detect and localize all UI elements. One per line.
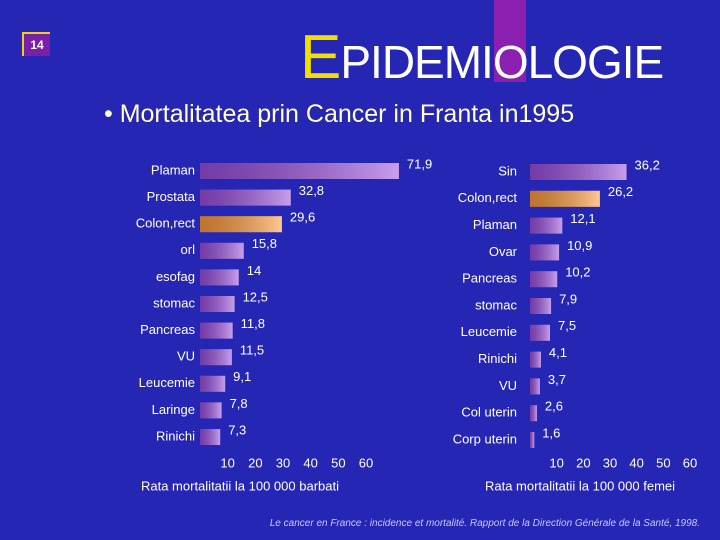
category-label: VU	[177, 349, 195, 364]
category-label: esofag	[156, 269, 195, 284]
bar-shade	[200, 402, 222, 419]
category-label: orl	[181, 242, 196, 257]
value-label: 7,9	[559, 291, 577, 306]
x-axis-label: Rata mortalitatii la 100 000 femei	[485, 478, 675, 493]
value-label: 36,2	[635, 157, 660, 172]
value-label: 12,1	[570, 211, 595, 226]
value-label: 15,8	[252, 236, 277, 251]
bar-shade	[200, 269, 239, 286]
bar-shade	[200, 429, 221, 445]
slide-number: 14	[22, 32, 50, 56]
category-label: Leucemie	[461, 324, 517, 339]
x-tick-label: 50	[656, 455, 670, 470]
bar-shade	[530, 298, 552, 314]
value-label: 1,6	[542, 425, 560, 440]
bar-shade	[200, 242, 244, 259]
title-decoration	[494, 0, 526, 82]
value-label: 71,9	[407, 156, 432, 171]
category-label: Rinichi	[478, 351, 517, 366]
x-axis-label: Rata mortalitatii la 100 000 barbati	[141, 478, 339, 493]
value-label: 9,1	[233, 369, 251, 384]
value-label: 11,5	[240, 343, 264, 358]
category-label: Colon,rect	[458, 190, 518, 205]
x-tick-label: 10	[220, 455, 234, 470]
bar-shade	[530, 217, 563, 234]
bar-shade	[200, 349, 232, 366]
x-tick-label: 10	[549, 455, 563, 470]
category-label: Plaman	[473, 217, 517, 232]
bar-shade	[200, 163, 399, 179]
x-tick-label: 30	[603, 455, 617, 470]
source-note: Le cancer en France : incidence et morta…	[269, 518, 700, 529]
bar-shade	[200, 296, 235, 312]
value-label: 32,8	[299, 183, 324, 198]
value-label: 4,1	[549, 345, 567, 360]
bullet-text: • Mortalitatea prin Cancer in Franta in1…	[104, 100, 575, 128]
value-label: 3,7	[548, 372, 566, 387]
x-tick-label: 60	[359, 455, 373, 470]
category-label: Prostata	[147, 189, 196, 204]
category-label: Laringe	[152, 402, 195, 417]
x-tick-label: 20	[576, 455, 590, 470]
x-tick-label: 40	[629, 455, 643, 470]
value-label: 11,8	[241, 316, 265, 331]
value-label: 7,3	[228, 422, 246, 437]
slide-title: EPIDEMIOLOGIE	[300, 23, 664, 92]
value-label: 14	[247, 263, 261, 278]
category-label: Rinichi	[156, 428, 195, 443]
value-label: 7,8	[230, 396, 248, 411]
x-tick-label: 60	[683, 455, 697, 470]
x-tick-label: 40	[303, 455, 317, 470]
bar-shade	[530, 164, 627, 180]
category-label: stomac	[153, 295, 195, 310]
bar-shade	[530, 190, 600, 207]
bar-shade	[530, 244, 560, 261]
x-tick-label: 50	[331, 455, 345, 470]
value-label: 10,9	[567, 238, 592, 253]
value-label: 12,5	[243, 289, 268, 304]
bar-shade	[530, 271, 558, 288]
x-tick-label: 30	[276, 455, 290, 470]
category-label: Colon,rect	[136, 216, 196, 231]
bar-shade	[200, 322, 233, 339]
bar-shade	[200, 375, 226, 392]
category-label: Pancreas	[140, 322, 195, 337]
value-label: 7,5	[558, 318, 576, 333]
category-label: Col uterin	[461, 405, 517, 420]
category-label: Ovar	[489, 244, 518, 259]
bar-shade	[200, 216, 282, 233]
value-label: 2,6	[545, 399, 563, 414]
bar-shade	[200, 189, 291, 206]
value-label: 26,2	[608, 184, 633, 199]
bar-shade	[530, 324, 550, 341]
bar-shade	[530, 378, 540, 395]
category-label: stomac	[475, 297, 517, 312]
category-label: Corp uterin	[453, 431, 517, 446]
bar-shade	[530, 351, 541, 368]
value-label: 10,2	[565, 265, 590, 280]
category-label: Plaman	[151, 162, 195, 177]
category-label: Pancreas	[462, 271, 517, 286]
category-label: Leucemie	[139, 375, 195, 390]
bar-shade	[530, 405, 537, 422]
category-label: VU	[499, 378, 517, 393]
bar-shade	[530, 432, 535, 448]
category-label: Sin	[498, 163, 517, 178]
value-label: 29,6	[290, 210, 315, 225]
x-tick-label: 20	[248, 455, 262, 470]
